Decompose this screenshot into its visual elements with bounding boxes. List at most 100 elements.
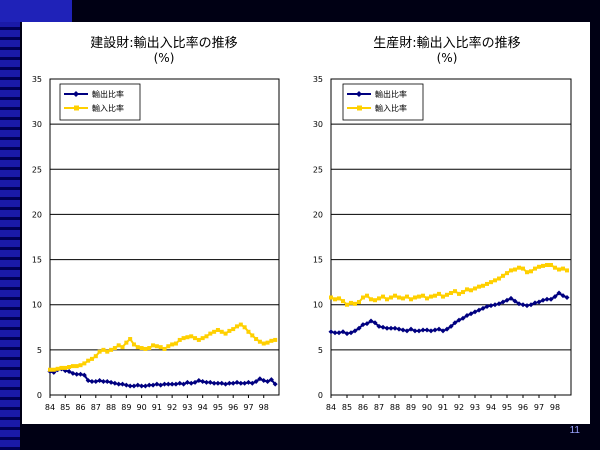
x-tick-label: 96	[518, 403, 528, 412]
data-point-export	[215, 380, 221, 386]
data-point-import	[557, 267, 561, 272]
data-point-export	[564, 294, 570, 300]
data-point-import	[67, 365, 72, 370]
data-point-import	[212, 329, 217, 334]
data-point-import	[361, 295, 365, 300]
data-point-export	[508, 295, 514, 301]
plot-area-border	[49, 78, 280, 396]
x-tick-label: 90	[422, 403, 432, 412]
data-point-import	[254, 337, 259, 342]
data-point-export	[436, 326, 442, 332]
data-point-import	[185, 335, 190, 340]
data-point-export	[200, 378, 206, 384]
data-point-import	[196, 337, 201, 342]
data-point-export	[532, 300, 538, 306]
data-point-import	[381, 294, 385, 299]
plot-area-border	[330, 78, 572, 396]
data-point-import	[341, 299, 345, 304]
data-point-export	[452, 320, 458, 326]
data-point-export	[460, 315, 466, 321]
data-point-export	[384, 325, 390, 331]
data-point-import	[170, 342, 175, 347]
data-point-export	[348, 330, 354, 336]
data-point-import	[441, 294, 445, 299]
y-tick-label: 0	[318, 391, 323, 400]
data-point-import	[151, 343, 156, 348]
data-point-export	[432, 327, 438, 333]
data-point-import	[143, 346, 148, 351]
data-point-export	[368, 318, 374, 324]
x-tick-label: 89	[406, 403, 416, 412]
legend-label: 輸出比率	[375, 89, 407, 99]
data-point-export	[173, 381, 179, 387]
data-point-import	[265, 340, 270, 345]
data-point-export	[552, 294, 558, 300]
data-point-export	[372, 320, 378, 326]
data-point-import	[489, 280, 493, 285]
data-point-export	[540, 297, 546, 303]
data-point-import	[481, 283, 485, 288]
x-tick-label: 88	[390, 403, 400, 412]
data-point-import	[413, 295, 417, 300]
data-point-export	[108, 379, 114, 385]
data-point-import	[154, 344, 159, 349]
x-tick-label: 86	[75, 403, 85, 412]
x-tick-label: 93	[182, 403, 192, 412]
data-point-export	[504, 297, 510, 303]
x-tick-label: 91	[152, 403, 162, 412]
data-point-export	[444, 326, 450, 332]
data-point-import	[365, 293, 369, 298]
data-point-export	[162, 381, 167, 387]
data-point-export	[89, 378, 95, 384]
data-point-export	[376, 323, 382, 329]
data-point-import	[257, 339, 262, 344]
data-point-import	[89, 356, 94, 361]
data-point-import	[93, 354, 98, 359]
data-point-export	[428, 328, 434, 334]
data-point-import	[177, 337, 182, 342]
data-point-export	[261, 378, 267, 384]
data-point-export	[158, 382, 164, 388]
data-point-export	[520, 302, 526, 308]
data-point-export	[268, 377, 274, 383]
legend-marker	[73, 91, 79, 97]
data-point-export	[544, 296, 550, 302]
data-point-export	[203, 379, 209, 385]
x-tick-label: 86	[358, 403, 368, 412]
y-tick-label: 20	[313, 210, 323, 219]
data-point-import	[373, 298, 377, 303]
data-point-import	[497, 276, 501, 281]
data-point-export	[70, 370, 76, 376]
data-point-export	[528, 302, 534, 308]
data-point-import	[541, 263, 545, 268]
data-point-import	[250, 333, 255, 338]
page-number: 11	[569, 425, 580, 436]
data-point-export	[340, 329, 346, 335]
data-point-import	[561, 266, 565, 271]
data-point-export	[420, 327, 426, 333]
legend-box	[59, 83, 141, 121]
data-point-export	[344, 331, 350, 337]
chart-2-title: 生産財:輸出入比率の推移	[373, 35, 520, 51]
data-point-export	[396, 326, 402, 332]
data-point-import	[509, 268, 513, 273]
data-point-export	[380, 324, 386, 330]
data-point-import	[465, 287, 469, 292]
chart-2-subtitle: (%)	[437, 51, 458, 65]
data-point-export	[192, 379, 198, 385]
x-tick-label: 92	[167, 403, 177, 412]
y-tick-label: 5	[318, 346, 323, 355]
data-point-import	[223, 331, 228, 336]
chart-1-subtitle: (%)	[154, 51, 175, 65]
data-point-import	[485, 281, 489, 286]
data-point-export	[219, 380, 225, 386]
data-point-import	[63, 365, 68, 370]
x-tick-label: 93	[470, 403, 480, 412]
data-point-export	[245, 379, 251, 385]
data-point-export	[388, 325, 394, 331]
x-tick-label: 84	[326, 403, 336, 412]
data-point-import	[105, 349, 110, 354]
data-point-import	[128, 337, 133, 342]
data-point-export	[211, 380, 217, 386]
legend-label: 輸出比率	[92, 89, 124, 99]
